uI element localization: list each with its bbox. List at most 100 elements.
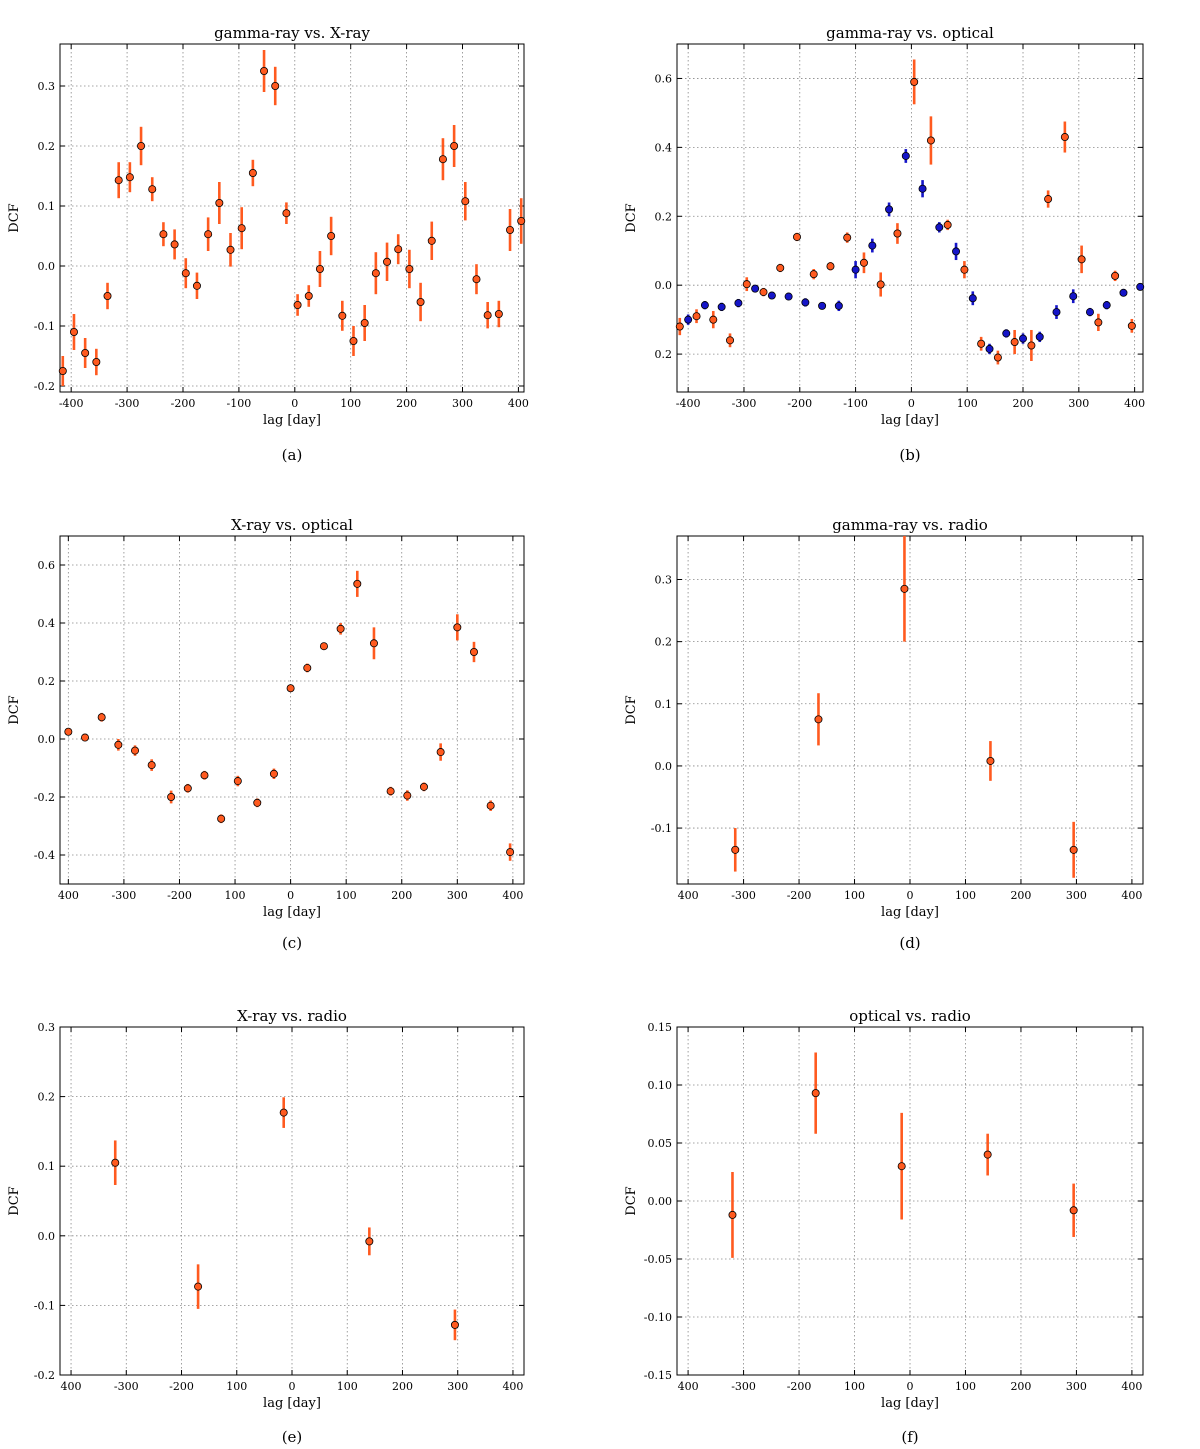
x-axis-label: lag [day] bbox=[263, 413, 321, 428]
data-point bbox=[776, 263, 785, 272]
data-point bbox=[859, 258, 868, 267]
panel-caption: (d) bbox=[899, 934, 920, 952]
data-point bbox=[935, 223, 944, 232]
y-tick-label: 0.1 bbox=[38, 1160, 56, 1173]
data-point bbox=[81, 733, 90, 742]
x-tick-label: 100 bbox=[955, 1380, 976, 1393]
data-point bbox=[286, 684, 295, 693]
data-point bbox=[360, 318, 369, 327]
panel-d: 400 -300 -200 100 0 100 200 300 400 -0.1 0.0 0.1 0.2… bbox=[624, 516, 1144, 952]
data-point bbox=[1094, 318, 1103, 327]
x-tick-label: 100 bbox=[336, 889, 357, 902]
data-point bbox=[700, 301, 709, 310]
data-point bbox=[438, 155, 447, 164]
panel-caption: (a) bbox=[282, 446, 303, 464]
data-point bbox=[506, 225, 515, 234]
panel-a: -400 -300 -200 -100 0 100 200 300 400 -0.2 -0.1 0.0… bbox=[7, 24, 529, 464]
data-point bbox=[801, 298, 810, 307]
data-point bbox=[1019, 334, 1028, 343]
data-point bbox=[897, 1162, 906, 1171]
chart-title: gamma-ray vs. optical bbox=[826, 24, 994, 42]
y-axis-label: DCF bbox=[7, 203, 22, 232]
data-point bbox=[728, 1210, 737, 1219]
x-tick-label: 400 bbox=[678, 1380, 699, 1393]
y-axis-label: DCF bbox=[7, 695, 22, 724]
series-0 bbox=[684, 149, 1145, 355]
data-point bbox=[338, 311, 347, 320]
x-tick-label: 400 bbox=[1124, 397, 1145, 410]
x-tick-label: 100 bbox=[955, 889, 976, 902]
chart-title: gamma-ray vs. radio bbox=[832, 516, 988, 534]
data-point bbox=[453, 623, 462, 632]
y-tick-label: 0.2 bbox=[38, 675, 56, 688]
data-point bbox=[731, 845, 740, 854]
y-tick-label: 0.0 bbox=[38, 1230, 56, 1243]
data-point bbox=[1052, 308, 1061, 317]
data-point bbox=[69, 327, 78, 336]
data-point bbox=[111, 1158, 120, 1167]
data-point bbox=[811, 1089, 820, 1098]
y-tick-label: -0.1 bbox=[34, 1299, 55, 1312]
data-point bbox=[985, 344, 994, 353]
data-point bbox=[450, 141, 459, 150]
panel-caption: (f) bbox=[901, 1428, 918, 1446]
panel-caption: (e) bbox=[282, 1428, 303, 1446]
data-point bbox=[383, 257, 392, 266]
y-axis-label: DCF bbox=[624, 695, 639, 724]
data-point bbox=[200, 771, 209, 780]
data-point bbox=[901, 151, 910, 160]
series-0 bbox=[58, 50, 526, 386]
y-tick-label: -0.1 bbox=[651, 822, 672, 835]
data-point bbox=[684, 315, 693, 324]
data-point bbox=[469, 648, 478, 657]
data-point bbox=[1136, 282, 1145, 291]
y-tick-label: -0.10 bbox=[644, 1311, 672, 1324]
data-point bbox=[868, 241, 877, 250]
data-point bbox=[876, 280, 885, 289]
x-tick-label: 300 bbox=[447, 1380, 468, 1393]
data-point bbox=[97, 713, 106, 722]
chart-title: X-ray vs. radio bbox=[237, 1007, 347, 1025]
series-1 bbox=[675, 59, 1136, 365]
chart-title: X-ray vs. optical bbox=[231, 516, 353, 534]
data-point bbox=[918, 184, 927, 193]
plot-frame bbox=[676, 43, 1144, 393]
data-point bbox=[809, 270, 818, 279]
data-point bbox=[365, 1237, 374, 1246]
x-tick-label: 100 bbox=[225, 889, 246, 902]
x-tick-label: 400 bbox=[678, 889, 699, 902]
series-0 bbox=[111, 1097, 459, 1341]
x-tick-label: 0 bbox=[287, 889, 294, 902]
panel-c: 400 -300 -200 100 0 100 200 300 400 -0.4 -0.2 0.0 0.… bbox=[7, 516, 525, 952]
x-tick-label: 100 bbox=[957, 397, 978, 410]
data-point bbox=[1127, 321, 1136, 330]
x-tick-label: 200 bbox=[1013, 397, 1034, 410]
x-tick-label: 100 bbox=[844, 889, 865, 902]
data-point bbox=[260, 67, 269, 76]
data-point bbox=[1069, 1206, 1078, 1215]
x-tick-label: -300 bbox=[732, 397, 757, 410]
y-tick-label: -0.2 bbox=[34, 791, 55, 804]
data-point bbox=[900, 584, 909, 593]
y-tick-label: 0.4 bbox=[38, 617, 56, 630]
data-point bbox=[726, 336, 735, 345]
data-point bbox=[1069, 292, 1078, 301]
x-tick-label: -400 bbox=[676, 397, 701, 410]
data-point bbox=[943, 220, 952, 229]
data-point bbox=[253, 798, 262, 807]
chart-title: optical vs. radio bbox=[849, 1007, 971, 1025]
data-point bbox=[226, 245, 235, 254]
data-point bbox=[315, 264, 324, 273]
data-point bbox=[834, 301, 843, 310]
y-tick-label: -0.2 bbox=[34, 380, 55, 393]
data-point bbox=[282, 209, 291, 218]
y-tick-label: 0.2 bbox=[38, 140, 56, 153]
x-axis-label: lag [day] bbox=[263, 905, 321, 920]
data-point bbox=[81, 348, 90, 357]
data-point bbox=[336, 624, 345, 633]
data-point bbox=[114, 176, 123, 185]
y-tick-label: 0.2 bbox=[655, 210, 673, 223]
y-tick-label: 0.10 bbox=[648, 1079, 673, 1092]
y-tick-label: -0.15 bbox=[644, 1369, 672, 1382]
data-point bbox=[952, 247, 961, 256]
